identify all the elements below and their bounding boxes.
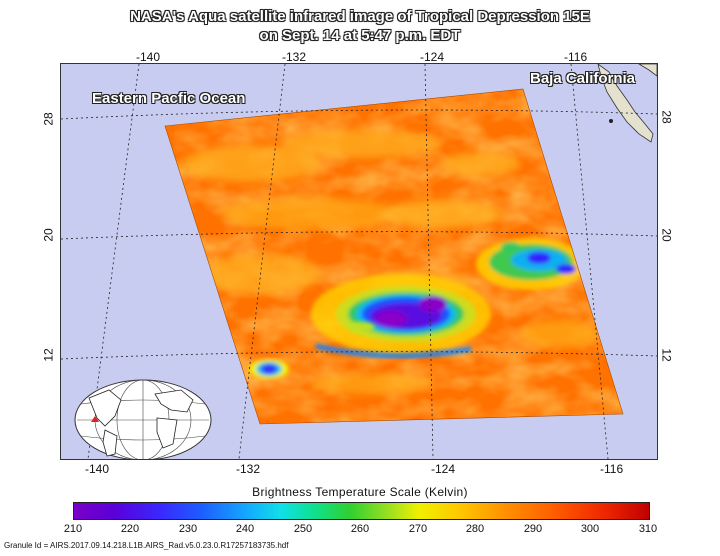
- scale-value: 310: [638, 523, 658, 535]
- scale-value: 240: [235, 523, 255, 535]
- lat-tick-left: 28: [41, 112, 56, 126]
- lat-tick-right: 20: [659, 228, 674, 242]
- lon-tick-bottom: -124: [431, 462, 456, 476]
- lon-tick-bottom: -132: [236, 462, 261, 476]
- scale-value: 290: [523, 523, 543, 535]
- scale-title: Brightness Temperature Scale (Kelvin): [252, 485, 468, 499]
- land-label: Baja California: [530, 70, 636, 87]
- lat-tick-right: 12: [659, 348, 674, 362]
- lon-tick-top: -116: [564, 50, 588, 64]
- lat-tick-left: 12: [41, 348, 56, 362]
- lat-tick-left: 20: [41, 228, 56, 242]
- scale-value: 270: [408, 523, 428, 535]
- scale-value: 260: [350, 523, 370, 535]
- lon-tick-top: -124: [420, 50, 445, 64]
- baja-california-landmass: [597, 63, 658, 143]
- scale-value: 220: [120, 523, 140, 535]
- location-marker-icon: [91, 416, 99, 422]
- lon-tick-top: -132: [282, 50, 307, 64]
- color-scale-bar: [73, 502, 650, 520]
- scale-value: 280: [465, 523, 485, 535]
- title-line-2: on Sept. 14 at 5:47 p.m. EDT: [259, 27, 461, 44]
- globe-inset: [74, 379, 212, 461]
- granule-id: Granule Id = AIRS.2017.09.14.218.L1B.AIR…: [4, 541, 289, 550]
- lat-tick-right: 28: [659, 110, 674, 124]
- scale-value: 230: [178, 523, 198, 535]
- scale-value: 210: [63, 523, 83, 535]
- title-line-1: NASA's Aqua satellite infrared image of …: [130, 8, 590, 25]
- scale-value: 300: [580, 523, 600, 535]
- lon-tick-bottom: -116: [600, 462, 624, 476]
- map-frame: [60, 63, 658, 461]
- scale-value: 250: [293, 523, 313, 535]
- lon-tick-bottom: -140: [85, 462, 110, 476]
- lon-tick-top: -140: [136, 50, 161, 64]
- ocean-label: Eastern Pacfic Ocean: [92, 90, 246, 107]
- map-canvas: [60, 63, 658, 461]
